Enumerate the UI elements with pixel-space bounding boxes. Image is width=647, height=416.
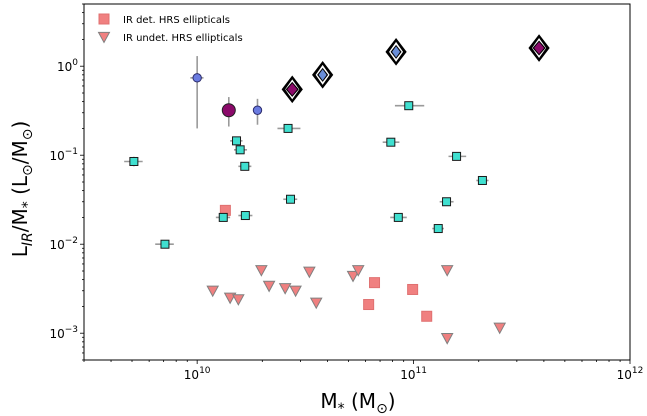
teal-square-marker [218,212,228,222]
teal-square-marker [477,175,487,185]
purple-diamond-marker [528,34,550,62]
legend-marker-triangle [97,31,111,44]
blue-circle-marker [252,105,263,115]
teal-square-marker [129,156,139,166]
ir-undetected-marker [232,294,245,306]
ir-undetected-marker [206,285,220,298]
ir-undetected-marker [278,283,292,295]
teal-square-marker [442,197,452,207]
teal-square-marker [452,151,462,161]
plot-marks [124,34,550,345]
teal-square-marker [433,224,443,234]
diamond-core [392,46,401,58]
ir-undetected-marker [440,333,454,345]
diamond-core [534,42,545,55]
x-tick-label: 1010 [184,366,211,382]
ir-undetected-marker [440,265,454,277]
ir-undetected-marker [309,297,323,310]
y-tick-label: 10−1 [49,147,78,163]
diamond-core [287,83,298,96]
axes-ticks: 1010 1011 1012 10−3 10−2 10−1 100 [49,3,644,382]
x-axis-title: M* (M⊙) [320,389,395,416]
teal-square-marker [240,211,250,221]
blue-diamond-marker [385,38,407,66]
x-tick-label: 1011 [400,366,427,382]
teal-square-marker [393,212,403,222]
purple-diamond-marker [281,75,303,104]
teal-square-marker [283,123,293,133]
teal-square-marker [235,145,245,155]
ir-detected-marker [369,277,381,289]
teal-square-marker [386,137,396,147]
ir-undetected-marker [255,265,268,277]
ir-detected-marker [363,299,375,311]
ir-detected-marker [407,283,419,295]
legend-label: IR det. HRS ellipticals [123,15,230,26]
legend-label: IR undet. HRS ellipticals [123,33,243,44]
ir-detected-marker [421,310,433,322]
ir-undetected-marker [351,265,365,277]
purple-circle-marker [221,103,236,118]
plot-frame [83,3,631,361]
ir-undetected-marker [303,266,316,279]
teal-square-marker [232,136,242,146]
ir-undetected-marker [289,285,302,298]
y-tick-label: 10−3 [49,325,78,341]
ir-undetected-marker [262,280,276,293]
ir-undetected-marker [493,322,507,335]
ir-undetected-marker [346,270,360,283]
y-tick-label: 100 [57,58,78,74]
y-tick-label: 10−2 [49,236,78,252]
x-tick-label: 1012 [617,366,644,382]
teal-square-marker [160,239,170,249]
legend-marker-square [98,13,110,25]
y-axis-title: LIR/M* (L⊙/M⊙) [8,121,36,258]
blue-diamond-marker [312,61,334,89]
blue-circle-marker [192,73,202,83]
teal-square-marker [240,161,250,171]
diamond-core [318,69,327,81]
teal-square-marker [404,101,414,111]
teal-square-marker [286,194,296,204]
legend: IR det. HRS ellipticals IR undet. HRS ell… [97,13,243,44]
